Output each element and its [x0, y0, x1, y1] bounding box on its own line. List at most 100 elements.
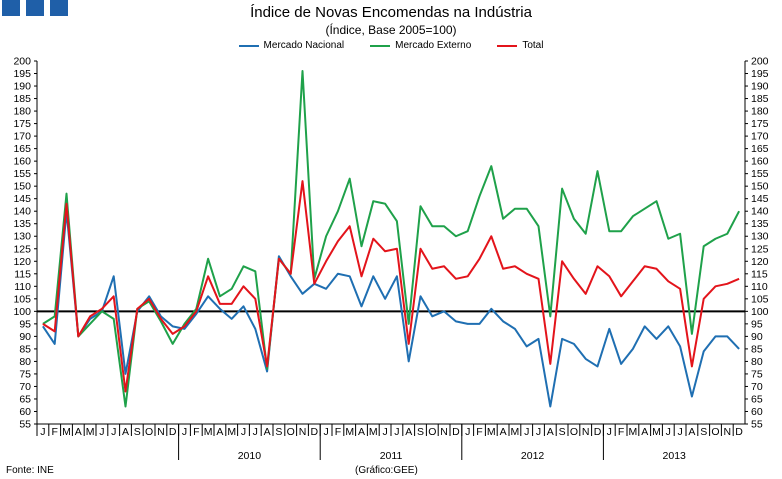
- x-tick-label: J: [323, 426, 328, 438]
- x-tick-label: J: [182, 426, 187, 438]
- y-tick-label-left: 155: [13, 168, 31, 180]
- x-tick-label: A: [75, 426, 82, 438]
- source-note: Fonte: INE: [6, 465, 54, 476]
- y-tick-label-right: 75: [751, 368, 763, 380]
- x-tick-label: D: [452, 426, 460, 438]
- y-tick-label-right: 65: [751, 393, 763, 405]
- y-tick-label-right: 60: [751, 406, 763, 418]
- legend: Mercado Nacional Mercado Externo Total: [0, 40, 782, 51]
- y-tick-label-right: 80: [751, 356, 763, 368]
- y-tick-label-right: 110: [751, 281, 768, 293]
- y-tick-label-left: 180: [13, 106, 31, 118]
- x-tick-label: F: [335, 426, 341, 438]
- y-tick-label-left: 75: [19, 368, 31, 380]
- x-tick-label: J: [111, 426, 116, 438]
- x-tick-label: A: [688, 426, 695, 438]
- corner-block-2: [26, 0, 44, 16]
- y-tick-label-left: 85: [19, 343, 31, 355]
- y-tick-label-right: 145: [751, 193, 769, 205]
- y-tick-label-right: 150: [751, 181, 769, 193]
- x-tick-label: N: [157, 426, 165, 438]
- y-tick-label-right: 195: [751, 68, 769, 80]
- year-label: 2010: [238, 450, 262, 462]
- y-tick-label-left: 90: [19, 331, 31, 343]
- x-tick-label: F: [476, 426, 482, 438]
- x-tick-label: F: [193, 426, 199, 438]
- y-tick-label-left: 115: [14, 268, 31, 280]
- y-tick-label-right: 70: [751, 381, 763, 393]
- x-tick-label: S: [559, 426, 566, 438]
- x-tick-label: J: [677, 426, 682, 438]
- credit-note: (Gráfico:GEE): [355, 465, 418, 476]
- x-tick-label: O: [145, 426, 153, 438]
- y-tick-label-left: 70: [19, 381, 31, 393]
- x-tick-label: S: [134, 426, 141, 438]
- x-tick-label: D: [169, 426, 177, 438]
- legend-item-total: Total: [497, 40, 543, 51]
- x-tick-label: M: [511, 426, 520, 438]
- y-tick-label-left: 200: [13, 56, 31, 68]
- x-tick-label: S: [700, 426, 707, 438]
- x-tick-label: M: [487, 426, 496, 438]
- y-tick-label-right: 185: [751, 93, 769, 105]
- x-tick-label: A: [264, 426, 271, 438]
- legend-swatch-total: [497, 44, 518, 47]
- y-tick-label-left: 160: [13, 156, 31, 168]
- x-tick-label: J: [241, 426, 246, 438]
- y-tick-label-left: 185: [13, 93, 31, 105]
- y-tick-label-left: 120: [13, 256, 31, 268]
- y-tick-label-right: 120: [751, 256, 769, 268]
- x-tick-label: N: [724, 426, 732, 438]
- corner-block-3: [50, 0, 68, 16]
- corner-block-1: [2, 0, 20, 16]
- x-tick-label: M: [62, 426, 71, 438]
- x-tick-label: M: [86, 426, 95, 438]
- y-tick-label-right: 105: [751, 293, 769, 305]
- x-tick-label: S: [417, 426, 424, 438]
- legend-label-nacional: Mercado Nacional: [263, 40, 345, 51]
- x-tick-label: J: [536, 426, 541, 438]
- x-tick-label: A: [547, 426, 554, 438]
- x-tick-label: J: [40, 426, 45, 438]
- y-tick-label-left: 175: [13, 118, 31, 130]
- y-tick-label-left: 190: [13, 81, 31, 93]
- y-tick-label-right: 165: [751, 143, 769, 155]
- y-tick-label-right: 130: [751, 231, 769, 243]
- x-tick-label: J: [607, 426, 612, 438]
- y-tick-label-left: 110: [14, 281, 31, 293]
- x-tick-label: A: [122, 426, 129, 438]
- y-tick-label-left: 145: [13, 193, 31, 205]
- y-tick-label-left: 55: [19, 419, 31, 431]
- x-tick-label: S: [275, 426, 282, 438]
- x-tick-label: A: [500, 426, 507, 438]
- x-tick-label: D: [311, 426, 319, 438]
- x-tick-label: O: [428, 426, 436, 438]
- legend-swatch-externo: [370, 44, 391, 47]
- x-tick-label: F: [51, 426, 57, 438]
- y-tick-label-right: 135: [751, 218, 769, 230]
- legend-swatch-nacional: [238, 44, 259, 47]
- x-tick-label: J: [465, 426, 470, 438]
- x-tick-label: J: [666, 426, 671, 438]
- x-tick-label: D: [735, 426, 743, 438]
- chart-subtitle: (Índice, Base 2005=100): [325, 23, 457, 37]
- y-tick-label-left: 65: [19, 393, 31, 405]
- series-line-externo: [42, 70, 740, 408]
- y-tick-label-right: 85: [751, 343, 763, 355]
- y-tick-label-right: 95: [751, 318, 763, 330]
- y-tick-label-left: 165: [13, 143, 31, 155]
- x-tick-label: O: [711, 426, 719, 438]
- y-tick-label-left: 100: [13, 306, 31, 318]
- x-tick-label: J: [253, 426, 258, 438]
- x-tick-label: M: [204, 426, 213, 438]
- x-tick-label: A: [405, 426, 412, 438]
- x-tick-label: F: [618, 426, 624, 438]
- chart-title: Índice de Novas Encomendas na Indústria: [250, 4, 532, 21]
- x-tick-label: J: [382, 426, 387, 438]
- y-tick-label-right: 90: [751, 331, 763, 343]
- y-tick-label-right: 175: [751, 118, 769, 130]
- y-tick-label-right: 190: [751, 81, 769, 93]
- y-tick-label-left: 125: [13, 243, 31, 255]
- x-tick-label: N: [582, 426, 590, 438]
